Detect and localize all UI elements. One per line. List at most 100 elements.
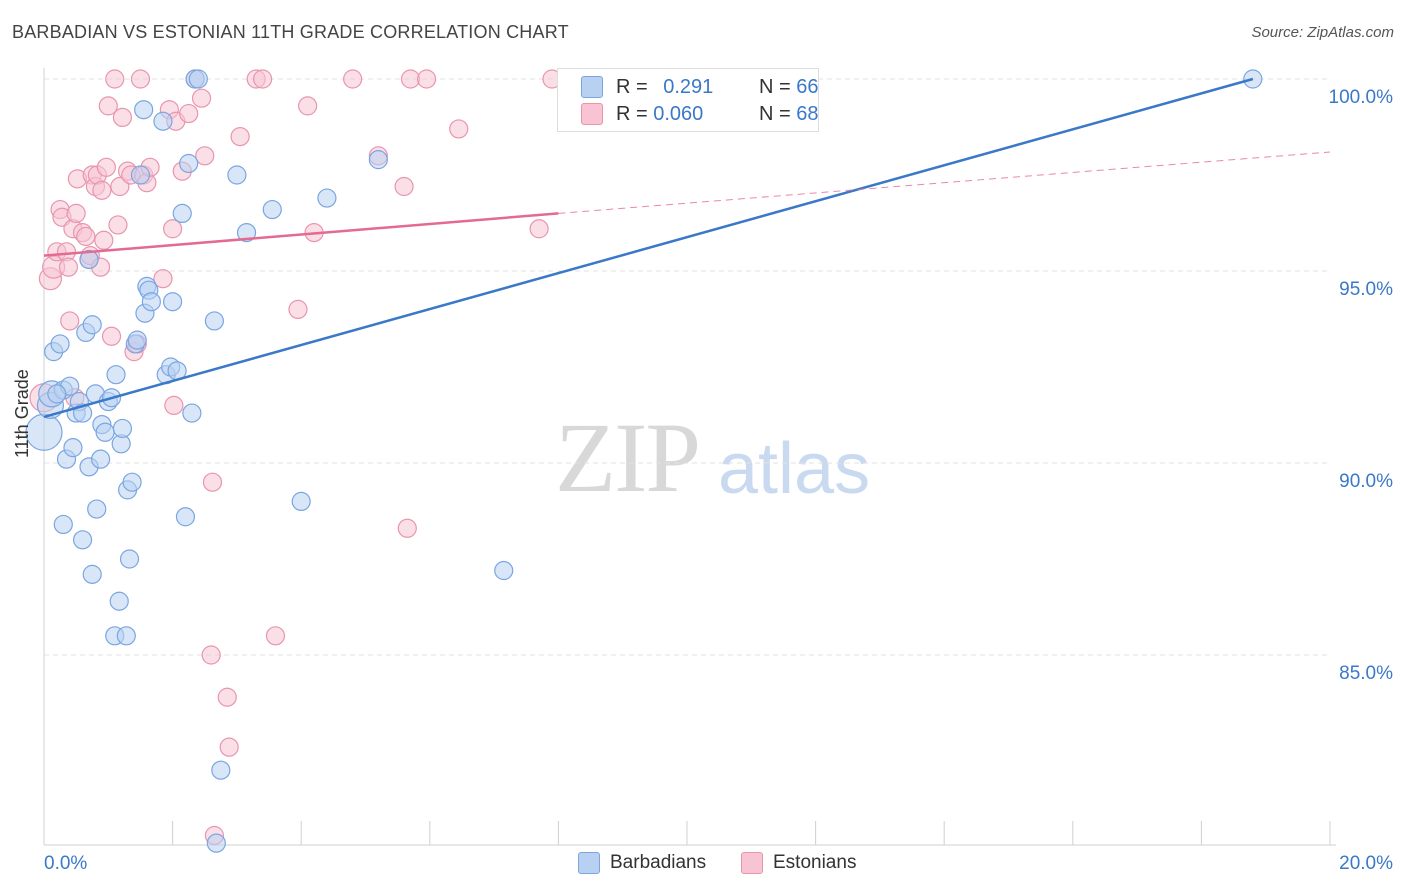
legend-r-value: 0.291 [663,75,714,98]
legend-n-label: N = [759,102,797,125]
barbadian-point-27 [106,365,126,385]
bottom-legend-swatch-barbadians [578,852,600,874]
watermark-atlas: atlas [718,429,871,509]
trend-lines [43,77,1331,419]
estonian-point-46 [191,88,212,108]
barbadian-point-49 [175,507,196,527]
estonian-point-11 [66,203,86,223]
barbadian-point-65 [47,384,67,404]
barbadian-point-9 [63,438,83,458]
barbadian-point-18 [82,564,102,584]
barbadian-point-42 [141,292,161,312]
y-tick-label-2: 90.0% [1339,471,1393,492]
barbadian-point-38 [134,100,154,120]
estonian-point-38 [153,269,173,289]
estonian-point-56 [265,626,286,646]
bottom-legend-barbadians: Barbadians [578,852,706,874]
correlation-legend: R = 0.291 N = 66 R = 0.060 N = 68 [557,68,819,132]
barbadian-point-20 [87,499,107,519]
estonian-point-7 [58,257,79,277]
barbadian-point-54 [204,311,224,331]
barbadian-point-12 [72,530,93,550]
y-tick-label-1: 95.0% [1339,279,1393,300]
barbadian-point-57 [227,165,247,185]
legend-r-label: R = [616,102,654,125]
estonian-point-57 [288,299,308,319]
estonian-point-49 [202,472,223,492]
barbadian-point-62 [368,150,388,170]
bottom-legend-estonians: Estonians [741,852,856,874]
estonian-point-58 [298,96,318,116]
tick-labels: 100.0% 95.0% 90.0% 85.0% 0.0% 20.0% [44,87,1393,874]
barbadian-point-31 [116,626,136,646]
bottom-legend-label-barbadians: Barbadians [610,852,707,873]
y-tick-label-3: 85.0% [1339,663,1393,684]
legend-r-label: R = [616,75,654,98]
estonian-point-47 [195,146,215,166]
estonian-point-22 [94,230,114,250]
barbadian-point-36 [127,330,147,350]
estonian-point-8 [60,311,80,331]
legend-n-value: 68 [796,102,819,125]
barbadian-point-53 [188,69,208,89]
barbadian-point-58 [236,223,257,243]
barbadian-point-7 [53,514,73,535]
estonian-trend-extension [558,151,1331,214]
estonian-point-25 [101,326,122,346]
estonian-point-55 [253,69,273,89]
x-tick-label-0: 0.0% [44,853,87,874]
barbadian-point-55 [211,760,231,780]
barbadian-point-34 [122,472,142,492]
legend-n-value: 66 [796,75,819,98]
barbadian-point-50 [179,153,199,174]
estonian-point-27 [108,215,128,235]
estonian-point-67 [529,219,549,239]
estonian-trend-line [43,212,559,257]
y-axis-label: 11th Grade [12,369,32,458]
barbadian-point-33 [119,549,140,569]
gridlines [44,78,1330,656]
estonian-point-41 [164,395,184,415]
bottom-legend-swatch-estonians [741,852,763,874]
barbadian-point-60 [291,491,311,511]
barbadian-point-21 [90,449,111,469]
estonian-point-24 [98,96,118,116]
barbadian-point-37 [130,165,151,185]
barbadian-point-15 [79,249,99,270]
estonian-point-66 [449,119,469,139]
estonian-point-62 [394,176,414,197]
estonian-point-48 [201,645,221,665]
estonian-point-34 [130,69,151,89]
estonian-point-23 [96,157,116,177]
chart-title: BARBADIAN VS ESTONIAN 11TH GRADE CORRELA… [12,22,569,42]
source-label: Source: ZipAtlas.com [1251,24,1394,41]
estonian-point-53 [230,127,250,147]
bottom-legend-label-estonians: Estonians [773,852,857,873]
barbadian-point-17 [82,315,102,335]
barbadian-point-48 [172,203,192,223]
barbadian-point-61 [317,188,337,208]
y-tick-label-0: 100.0% [1329,87,1394,108]
barbadian-point-56 [206,833,226,853]
barbadian-points [25,69,1263,853]
barbadian-point-51 [182,403,202,423]
estonian-point-21 [92,180,112,200]
barbadian-point-63 [494,560,514,581]
barbadian-point-46 [163,292,183,312]
barbadian-point-4 [50,334,70,354]
barbadian-point-23 [95,422,115,442]
estonian-point-29 [112,107,133,128]
legend-n-label: N = [759,75,797,98]
estonian-point-40 [163,219,183,239]
barbadian-point-43 [153,111,173,131]
estonian-point-14 [76,226,96,247]
barbadian-point-59 [262,199,282,220]
axes [43,68,1336,846]
estonian-point-65 [416,69,437,89]
x-tick-label-1: 20.0% [1339,853,1393,874]
legend-swatch-barbadians [581,76,603,98]
estonian-point-60 [343,69,363,89]
barbadian-point-30 [112,418,133,439]
estonian-point-44 [179,103,199,124]
